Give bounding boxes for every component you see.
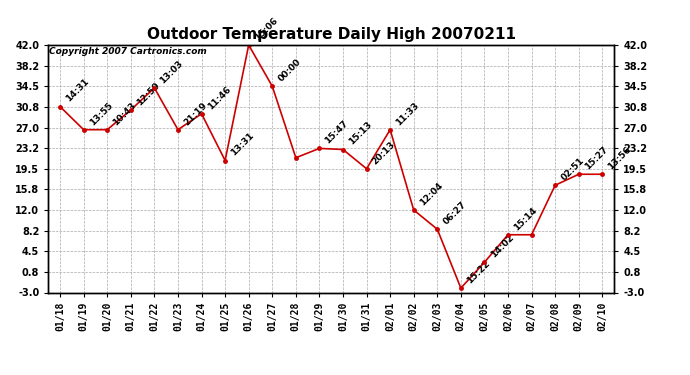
Text: 15:06: 15:06 <box>253 16 279 42</box>
Text: 15:13: 15:13 <box>347 120 374 147</box>
Text: 00:00: 00:00 <box>277 57 303 84</box>
Text: 15:22: 15:22 <box>465 259 492 285</box>
Title: Outdoor Temperature Daily High 20070211: Outdoor Temperature Daily High 20070211 <box>147 27 515 42</box>
Text: 11:33: 11:33 <box>394 100 421 127</box>
Text: 13:31: 13:31 <box>229 131 256 158</box>
Text: 14:02: 14:02 <box>489 233 515 260</box>
Text: 02:51: 02:51 <box>560 156 586 183</box>
Text: 15:27: 15:27 <box>583 145 609 171</box>
Text: 12:04: 12:04 <box>418 181 444 207</box>
Text: Copyright 2007 Cartronics.com: Copyright 2007 Cartronics.com <box>50 48 207 57</box>
Text: 21:19: 21:19 <box>182 100 209 127</box>
Text: 11:46: 11:46 <box>206 84 233 111</box>
Text: 10:43: 10:43 <box>111 100 138 127</box>
Text: 14:31: 14:31 <box>64 77 91 104</box>
Text: 15:14: 15:14 <box>512 205 539 232</box>
Text: 15:47: 15:47 <box>324 119 351 146</box>
Text: 13:55: 13:55 <box>88 100 115 127</box>
Text: 12:59: 12:59 <box>135 80 161 107</box>
Text: 13:03: 13:03 <box>159 58 185 85</box>
Text: 20:13: 20:13 <box>371 140 397 166</box>
Text: 13:56: 13:56 <box>607 145 633 171</box>
Text: 06:27: 06:27 <box>442 200 468 226</box>
